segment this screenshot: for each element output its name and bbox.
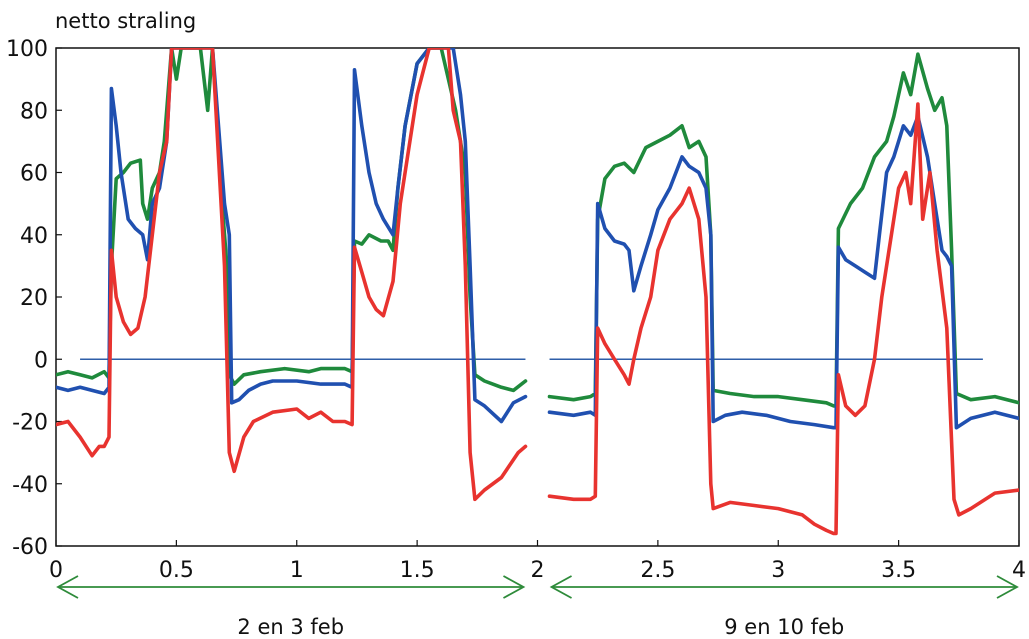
y-tick-label: 60 xyxy=(20,162,48,187)
arrowhead-right xyxy=(503,575,526,599)
x-tick-label: 3 xyxy=(771,558,785,583)
y-tick-label: -20 xyxy=(12,411,48,436)
y-ticks: 100 80 60 40 20 0 -20 -40 -60 xyxy=(6,37,62,560)
date-annotations: 2 en 3 feb 9 en 10 feb xyxy=(56,575,1019,639)
x-tick-label: 1.5 xyxy=(400,558,435,583)
x-tick-label: 1 xyxy=(290,558,304,583)
series-1-line xyxy=(547,52,1019,408)
plot-area xyxy=(56,48,1019,536)
plot-frame xyxy=(55,47,1020,547)
x-tick-label: 0 xyxy=(49,558,63,583)
y-tick-label: 100 xyxy=(6,37,48,62)
arrowhead-right xyxy=(996,575,1019,599)
y-tick-label: 20 xyxy=(20,286,48,311)
series-3-line xyxy=(56,48,528,502)
date-range-label: 9 en 10 feb xyxy=(724,615,844,639)
x-tick-label: 2 xyxy=(531,558,545,583)
y-tick-label: 80 xyxy=(20,99,48,124)
x-ticks: 0 0.5 1 1.5 2 2.5 3 3.5 4 xyxy=(49,540,1026,583)
series-2-line xyxy=(56,48,528,424)
y-tick-label: -40 xyxy=(12,473,48,498)
x-tick-label: 0.5 xyxy=(159,558,194,583)
x-tick-label: 2.5 xyxy=(640,558,675,583)
y-tick-label: -60 xyxy=(12,535,48,560)
date-range-label: 2 en 3 feb xyxy=(237,615,344,639)
y-tick-label: 0 xyxy=(34,348,48,373)
x-tick-label: 3.5 xyxy=(881,558,916,583)
y-axis-label: netto straling xyxy=(55,9,196,33)
series-2-line xyxy=(547,114,1019,430)
arrowhead-left xyxy=(549,575,572,599)
x-tick-label: 4 xyxy=(1012,558,1026,583)
y-tick-label: 40 xyxy=(20,224,48,249)
arrowhead-left xyxy=(56,575,79,599)
series-3-line xyxy=(547,102,1019,536)
